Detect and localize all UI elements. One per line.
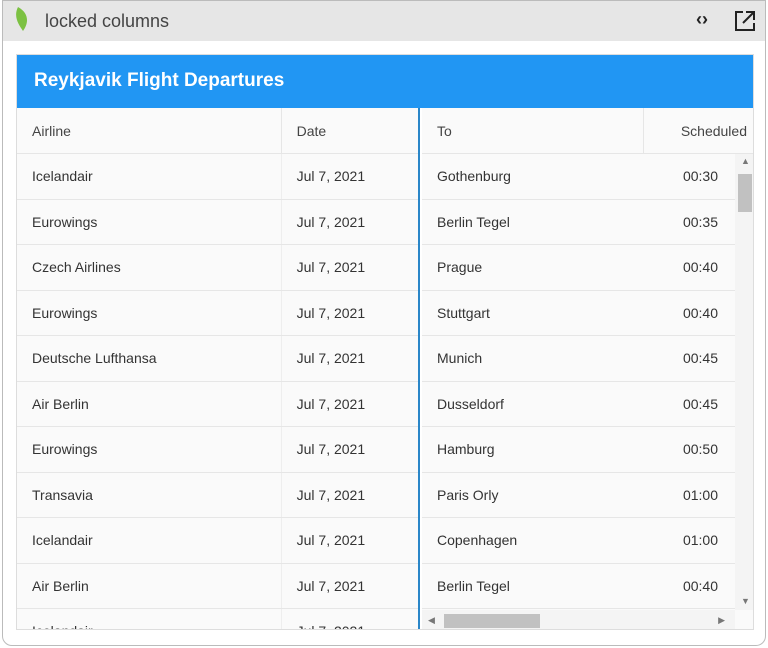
scroll-pane: To Scheduled Gothenburg 00:30 Berlin Tegel… [422, 108, 753, 629]
cell-to: Munich [437, 350, 483, 367]
table-row[interactable]: Stuttgart 00:40 [422, 290, 753, 336]
table-row[interactable]: Berlin Tegel 00:40 [422, 563, 753, 609]
cell-scheduled: 01:00 [682, 486, 718, 503]
table-row[interactable]: Munich 00:45 [422, 336, 753, 382]
table-row[interactable]: Berlin Tegel 00:35 [422, 199, 753, 245]
cell-scheduled: 00:30 [682, 168, 718, 185]
cell-date: Jul 7, 2021 [296, 259, 366, 276]
cell-to: Stuttgart [437, 304, 490, 321]
cell-date: Jul 7, 2021 [296, 350, 366, 367]
horizontal-scroll-thumb[interactable] [444, 614, 540, 628]
cell-airline: Eurowings [17, 427, 282, 472]
scroll-down-icon[interactable]: ▼ [741, 596, 750, 606]
cell-date: Jul 7, 2021 [296, 441, 366, 458]
cell-date: Jul 7, 2021 [296, 486, 366, 503]
cell-date: Jul 7, 2021 [296, 532, 366, 549]
cell-to: Prague [437, 259, 483, 276]
header-row: To Scheduled [422, 108, 753, 154]
header-row: Airline Date [17, 108, 418, 154]
table-row[interactable]: Eurowings Jul 7, 2021 [17, 199, 418, 245]
table-row[interactable]: Icelandair Jul 7, 2021 [17, 154, 418, 200]
table-row[interactable]: Czech Airlines Jul 7, 2021 [17, 245, 418, 291]
table-row[interactable]: Deutsche Lufthansa Jul 7, 2021 [17, 336, 418, 382]
cell-airline: Czech Airlines [17, 245, 282, 290]
window-title: locked columns [45, 11, 170, 31]
cell-date: Jul 7, 2021 [282, 609, 418, 629]
cell-scheduled: 00:35 [682, 213, 718, 230]
cell-airline: Air Berlin [17, 563, 282, 608]
cell-airline: Transavia [17, 472, 282, 517]
table-row[interactable]: Prague 00:40 [422, 245, 753, 291]
cell-scheduled: 00:40 [682, 259, 718, 276]
external-link-icon[interactable] [734, 10, 756, 32]
column-header-airline[interactable]: Airline [17, 108, 282, 153]
cell-date: Jul 7, 2021 [296, 304, 366, 321]
table-row[interactable]: Air Berlin Jul 7, 2021 [17, 563, 418, 609]
leaf-logo-icon [16, 7, 28, 31]
cell-airline: Icelandair [17, 609, 282, 629]
cell-to: Paris Orly [437, 486, 499, 503]
cell-scheduled: 00:40 [682, 577, 718, 594]
table-row[interactable]: Icelandair Jul 7, 2021 [17, 518, 418, 564]
table-row[interactable]: Transavia Jul 7, 2021 [17, 472, 418, 518]
cell-date: Jul 7, 2021 [296, 168, 366, 185]
cell-scheduled: 00:40 [682, 304, 718, 321]
cell-airline: Eurowings [17, 290, 282, 335]
window-titlebar: locked columns ‹› [3, 1, 765, 41]
cell-to: Copenhagen [437, 532, 518, 549]
cell-airline: Eurowings [17, 199, 282, 244]
cell-scheduled: 00:50 [682, 441, 718, 458]
cell-date: Jul 7, 2021 [296, 395, 366, 412]
cell-scheduled: 01:00 [682, 532, 718, 549]
table-row[interactable]: Gothenburg 00:30 [422, 154, 753, 200]
table-row[interactable]: Eurowings Jul 7, 2021 [17, 427, 418, 473]
cell-airline: Icelandair [17, 154, 282, 199]
grid-title: Reykjavik Flight Departures [17, 55, 753, 108]
column-header-to[interactable]: To [422, 108, 644, 153]
column-header-date[interactable]: Date [296, 122, 327, 139]
table-row[interactable]: Copenhagen 01:00 [422, 518, 753, 564]
cell-scheduled: 00:45 [682, 350, 718, 367]
vertical-scrollbar[interactable]: ▲ ▼ [735, 154, 753, 610]
table-row[interactable]: Paris Orly 01:00 [422, 472, 753, 518]
cell-date: Jul 7, 2021 [296, 577, 366, 594]
cell-to: Dusseldorf [437, 395, 504, 412]
column-header-scheduled[interactable]: Scheduled [680, 122, 747, 139]
scroll-left-icon[interactable]: ◀ [428, 615, 435, 625]
table-row[interactable]: Air Berlin Jul 7, 2021 [17, 381, 418, 427]
table-row[interactable]: Hamburg 00:50 [422, 427, 753, 473]
cell-date: Jul 7, 2021 [296, 213, 366, 230]
cell-to: Hamburg [437, 441, 495, 458]
scroll-up-icon[interactable]: ▲ [741, 156, 750, 166]
cell-to: Berlin Tegel [437, 213, 510, 230]
cell-to: Berlin Tegel [437, 577, 510, 594]
table-row[interactable]: Dusseldorf 00:45 [422, 381, 753, 427]
scroll-right-icon[interactable]: ▶ [718, 615, 725, 625]
cell-scheduled: 00:45 [682, 395, 718, 412]
cell-airline: Deutsche Lufthansa [17, 336, 282, 381]
cell-airline: Air Berlin [17, 381, 282, 426]
cell-to: Gothenburg [437, 168, 511, 185]
horizontal-scrollbar[interactable]: ◀ ▶ [422, 610, 735, 629]
vertical-scroll-thumb[interactable] [738, 174, 752, 212]
locked-pane: Airline Date Icelandair Jul 7, 2021 Eurowi… [17, 108, 420, 629]
code-icon[interactable]: ‹› [696, 9, 708, 29]
cell-airline: Icelandair [17, 518, 282, 563]
flight-grid: Reykjavik Flight Departures Airline Date… [16, 54, 754, 630]
table-row[interactable]: Eurowings Jul 7, 2021 [17, 290, 418, 336]
